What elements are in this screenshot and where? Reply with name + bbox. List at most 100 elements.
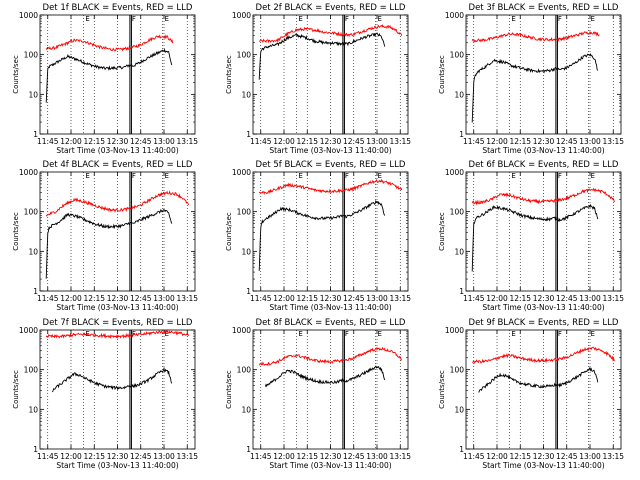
y-tick-label: 10 — [241, 247, 251, 256]
x-tick-label: 12:00 — [60, 137, 82, 146]
plot-frame — [252, 329, 409, 450]
y-axis-label: Counts/sec — [225, 55, 233, 94]
marker-label: E — [164, 172, 168, 180]
y-tick-label: 100 — [450, 366, 465, 375]
marker-label: F — [558, 15, 562, 23]
x-tick-label: 12:15 — [83, 137, 105, 146]
x-tick-label: 12:45 — [343, 294, 365, 303]
x-tick-label: 13:00 — [153, 452, 175, 461]
x-tick-label: 13:00 — [579, 452, 601, 461]
y-axis-label: Counts/sec — [12, 212, 20, 251]
y-tick-label: 100 — [450, 51, 465, 60]
y-axis-label: Counts/sec — [12, 55, 20, 94]
y-tick-label: 1000 — [232, 168, 251, 177]
x-axis-label: Start Time (03-Nov-13 11:40:00) — [482, 461, 604, 470]
series-lld-line — [472, 346, 615, 364]
y-tick-label: 100 — [237, 51, 252, 60]
panel-title: Det 9f BLACK = Events, RED = LLD — [469, 318, 619, 328]
x-axis-label: Start Time (03-Nov-13 11:40:00) — [56, 461, 178, 470]
marker-label: F — [558, 172, 562, 180]
marker-label: E — [377, 172, 381, 180]
x-tick-label: 13:00 — [366, 294, 388, 303]
y-tick-label: 1000 — [445, 11, 464, 20]
marker-label: F — [345, 15, 349, 23]
marker-label: E — [298, 330, 302, 338]
series-events-line — [45, 208, 173, 279]
series-events-line — [471, 52, 599, 123]
x-tick-label: 13:00 — [366, 452, 388, 461]
y-tick-label: 1000 — [19, 11, 38, 20]
y-tick-label: 1000 — [445, 168, 464, 177]
detector-panel-1: Det 1f BLACK = Events, RED = LLD E F E 1 10 10… — [12, 3, 198, 155]
series-lld-line — [259, 23, 403, 44]
y-tick-label: 1000 — [19, 326, 38, 335]
x-tick-label: 11:45 — [250, 452, 272, 461]
marker-label: F — [132, 172, 136, 180]
y-tick-label: 1000 — [19, 168, 38, 177]
x-tick-label: 12:45 — [343, 137, 365, 146]
y-axis-label: Counts/sec — [225, 212, 233, 251]
plot-frame — [465, 171, 622, 292]
detector-panel-2: Det 2f BLACK = Events, RED = LLD E F E 1 10 10… — [225, 3, 411, 155]
x-tick-label: 11:45 — [463, 452, 485, 461]
series-lld-line — [258, 178, 403, 195]
y-tick-label: 100 — [237, 366, 252, 375]
x-tick-label: 13:15 — [389, 294, 411, 303]
x-tick-label: 12:00 — [273, 452, 295, 461]
x-tick-label: 11:45 — [463, 294, 485, 303]
series-lld-line — [45, 190, 190, 217]
x-tick-label: 11:45 — [37, 137, 59, 146]
y-axis-label: Counts/sec — [438, 212, 446, 251]
x-tick-label: 13:15 — [176, 294, 198, 303]
marker-label: E — [590, 330, 594, 338]
y-tick-label: 1000 — [445, 326, 464, 335]
y-tick-label: 100 — [24, 208, 39, 217]
marker-label: F — [132, 15, 136, 23]
y-tick-label: 10 — [28, 247, 38, 256]
x-tick-label: 12:15 — [296, 294, 318, 303]
y-tick-label: 10 — [241, 405, 251, 414]
y-tick-label: 10 — [28, 405, 38, 414]
x-tick-label: 13:00 — [153, 294, 175, 303]
series-events-line — [478, 367, 599, 393]
x-tick-label: 12:30 — [320, 294, 342, 303]
series-lld-line — [258, 346, 403, 367]
y-tick-label: 1 — [459, 445, 464, 454]
y-axis-label: Counts/sec — [12, 370, 20, 409]
series-lld-line — [45, 34, 174, 52]
y-tick-label: 1 — [33, 130, 38, 139]
detector-panel-9: Det 9f BLACK = Events, RED = LLD E F E 1 10 10… — [438, 318, 624, 470]
y-axis-label: Counts/sec — [438, 55, 446, 94]
x-tick-label: 11:45 — [37, 452, 59, 461]
y-tick-label: 1 — [246, 130, 251, 139]
marker-label: E — [164, 15, 168, 23]
x-tick-label: 11:45 — [463, 137, 485, 146]
marker-label: E — [164, 330, 168, 338]
x-tick-label: 12:45 — [556, 137, 578, 146]
marker-label: F — [345, 172, 349, 180]
x-tick-label: 12:15 — [296, 137, 318, 146]
y-tick-label: 100 — [24, 51, 39, 60]
x-axis-label: Start Time (03-Nov-13 11:40:00) — [482, 146, 604, 155]
x-tick-label: 12:15 — [509, 294, 531, 303]
marker-label: E — [590, 172, 594, 180]
x-tick-label: 13:15 — [389, 137, 411, 146]
y-tick-label: 1000 — [232, 326, 251, 335]
y-tick-label: 100 — [24, 366, 39, 375]
x-tick-label: 12:30 — [320, 137, 342, 146]
x-tick-label: 12:30 — [320, 452, 342, 461]
x-axis-label: Start Time (03-Nov-13 11:40:00) — [269, 461, 391, 470]
x-tick-label: 12:45 — [556, 452, 578, 461]
plot-frame — [465, 329, 622, 450]
x-tick-label: 12:15 — [83, 452, 105, 461]
marker-label: E — [298, 15, 302, 23]
series-events-line — [471, 203, 599, 272]
x-axis-label: Start Time (03-Nov-13 11:40:00) — [482, 303, 604, 312]
series-events-line — [45, 48, 173, 103]
x-tick-label: 13:15 — [176, 452, 198, 461]
marker-label: E — [511, 172, 515, 180]
y-tick-label: 1 — [33, 287, 38, 296]
plot-frame — [39, 171, 196, 292]
x-tick-label: 12:00 — [273, 137, 295, 146]
marker-label: E — [85, 15, 89, 23]
